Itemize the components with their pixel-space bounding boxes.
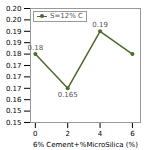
svg-text:2: 2 [65,130,69,138]
svg-text:0.19: 0.19 [6,28,22,36]
svg-text:0.15: 0.15 [6,107,22,115]
svg-text:6: 6 [130,130,135,138]
svg-text:0: 0 [33,130,37,138]
svg-text:0.15: 0.15 [6,119,22,127]
svg-text:0.165: 0.165 [58,91,78,99]
svg-text:0.16: 0.16 [6,96,22,104]
svg-text:0.19: 0.19 [92,21,108,29]
svg-text:0.20: 0.20 [6,16,22,24]
svg-text:0.17: 0.17 [6,62,22,70]
svg-text:0.18: 0.18 [6,50,22,58]
svg-text:0.19: 0.19 [6,39,22,47]
svg-text:0.17: 0.17 [6,73,22,81]
svg-text:6% Cement+%MicroSilica (%): 6% Cement+%MicroSilica (%) [33,141,138,149]
svg-text:0.17: 0.17 [6,85,22,93]
svg-text:4: 4 [98,130,103,138]
svg-text:0.18: 0.18 [28,44,44,52]
svg-text:0.20: 0.20 [6,5,22,13]
html-text:S=12% C: S=12% C [50,12,83,20]
